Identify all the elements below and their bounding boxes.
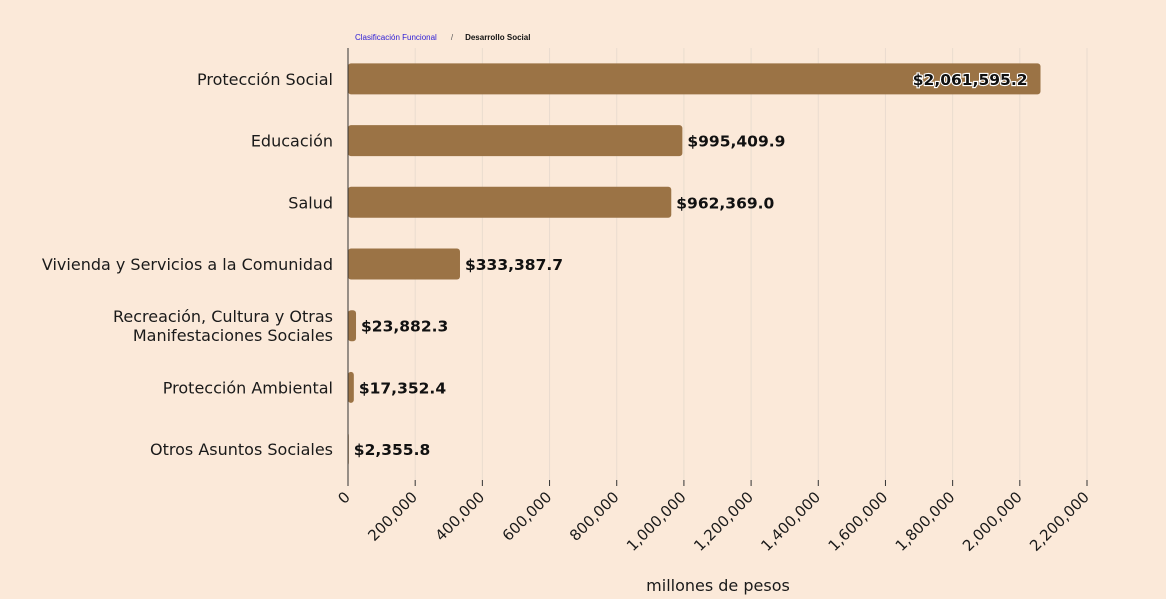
value-labels: $2,061,595.2 $995,409.9 $962,369.0 $333,387… [354, 70, 1029, 459]
x-tick-label: 800,000 [566, 488, 623, 545]
category-label: Recreación, Cultura y Otras [113, 307, 333, 326]
bar[interactable] [348, 371, 354, 403]
category-labels: Protección Social Educación Salud Vivienda … [42, 70, 333, 459]
category-label: Protección Ambiental [163, 378, 333, 397]
value-label: $995,409.9 [687, 133, 785, 151]
x-tick-label: 1,600,000 [825, 488, 892, 555]
x-tick-label: 1,800,000 [892, 488, 959, 555]
bar[interactable] [348, 310, 357, 342]
x-axis-title: millones de pesos [646, 576, 790, 595]
category-label: Educación [251, 132, 333, 151]
category-label: Manifestaciones Sociales [133, 326, 333, 345]
x-tick-label: 1,000,000 [623, 488, 690, 555]
x-tick-label: 200,000 [364, 488, 421, 545]
x-tick-label: 0 [334, 488, 353, 507]
value-label: $2,355.8 [354, 441, 431, 459]
x-tick-label: 1,400,000 [757, 488, 824, 555]
value-label: $333,387.7 [465, 256, 563, 274]
category-label: Otros Asuntos Sociales [150, 440, 333, 459]
bar[interactable] [348, 125, 683, 157]
grid-lines [347, 48, 1088, 486]
category-label: Salud [288, 193, 333, 212]
bar[interactable] [348, 186, 672, 218]
value-label: $2,061,595.2 [913, 71, 1028, 89]
bars [348, 63, 1041, 465]
value-label: $962,369.0 [676, 194, 774, 212]
breadcrumb: Clasificación Funcional / Desarrollo Soc… [355, 33, 530, 42]
x-tick-label: 400,000 [432, 488, 489, 545]
breadcrumb-root-link[interactable]: Clasificación Funcional [355, 33, 437, 42]
category-label: Vivienda y Servicios a la Comunidad [42, 255, 333, 274]
x-tick-label: 600,000 [499, 488, 556, 545]
breadcrumb-current: Desarrollo Social [465, 33, 531, 42]
bar[interactable] [348, 248, 460, 280]
bar[interactable] [348, 63, 1041, 95]
value-label: $23,882.3 [361, 318, 448, 336]
category-label: Protección Social [197, 70, 333, 89]
x-tick-label: 1,200,000 [690, 488, 757, 555]
x-tick-labels: 0 200,000 400,000 600,000 800,000 1,000,000 1,… [334, 488, 1092, 555]
x-tick-label: 2,000,000 [959, 488, 1026, 555]
breadcrumb-separator: / [450, 33, 454, 42]
value-label: $17,352.4 [359, 379, 446, 397]
x-tick-label: 2,200,000 [1026, 488, 1093, 555]
